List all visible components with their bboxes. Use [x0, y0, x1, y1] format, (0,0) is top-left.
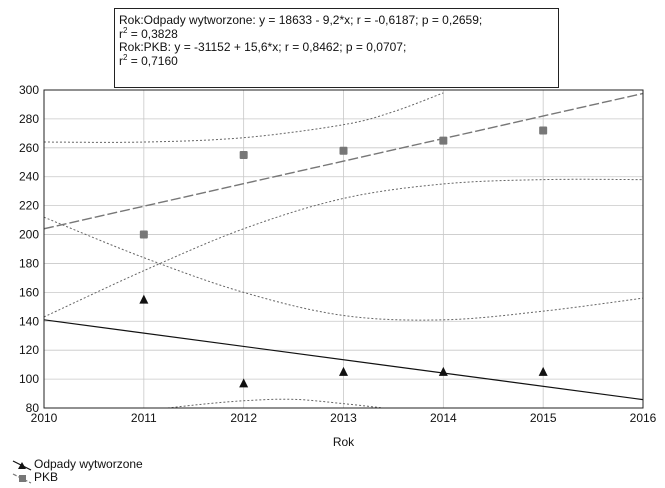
data-point-odpady: [438, 366, 448, 376]
legend-label: Odpady wytworzone: [34, 457, 143, 471]
confidence-band-upper-0: [44, 216, 643, 321]
y-tick-label: 120: [19, 343, 39, 357]
y-tick-label: 140: [19, 314, 39, 328]
x-tick-label: 2015: [530, 411, 557, 425]
data-point-pkb: [239, 151, 248, 160]
x-tick-label: 2016: [630, 411, 657, 425]
stats-r2-2: r2 = 0,7160: [119, 52, 178, 68]
stats-r2-1: r2 = 0,3828: [119, 25, 178, 41]
y-tick-label: 160: [19, 285, 39, 299]
y-tick-label: 200: [19, 228, 39, 242]
fit-line-1: [44, 92, 643, 230]
square-dashed-line-icon: [12, 472, 32, 484]
legend: Odpady wytworzone PKB: [12, 458, 143, 484]
x-tick-label: 2014: [430, 411, 457, 425]
data-point-odpady: [538, 366, 548, 376]
data-point-odpady: [239, 378, 249, 388]
confidence-bands: [44, 92, 643, 408]
x-tick-label: 2012: [230, 411, 257, 425]
legend-item-pkb: PKB: [12, 471, 143, 484]
data-point-pkb: [339, 146, 348, 155]
legend-label: PKB: [34, 470, 59, 484]
y-tick-label: 220: [19, 199, 39, 213]
data-points: [139, 126, 548, 388]
regression-stats-box: Rok:Odpady wytworzone: y = 18633 - 9,2*x…: [114, 8, 559, 88]
y-tick-label: 260: [19, 141, 39, 155]
x-tick-label: 2011: [131, 411, 157, 425]
x-tick-label: 2013: [330, 411, 357, 425]
stats-line-1: Rok:Odpady wytworzone: y = 18633 - 9,2*x…: [119, 13, 483, 27]
x-tick-label: 2010: [31, 411, 58, 425]
x-axis-label: Rok: [333, 435, 355, 449]
confidence-band-lower-0: [163, 398, 384, 408]
data-point-odpady: [339, 366, 348, 376]
confidence-band-upper-1: [44, 92, 444, 143]
y-tick-label: 180: [19, 256, 39, 270]
y-tick-label: 280: [19, 112, 39, 126]
data-point-pkb: [439, 136, 448, 145]
y-tick-label: 240: [19, 170, 39, 184]
fit-line-0: [44, 319, 643, 401]
axis-ticks: 2010 2011 2012 2013 2014 2015 2016 80 100 120 140 1…: [19, 83, 657, 425]
data-point-pkb: [539, 126, 548, 135]
y-tick-label: 80: [26, 401, 40, 415]
data-point-odpady: [139, 294, 149, 304]
confidence-band-lower-1: [44, 178, 643, 318]
legend-item-odpady: Odpady wytworzone: [12, 458, 143, 471]
fit-lines: [44, 92, 643, 401]
triangle-solid-line-icon: [12, 459, 32, 471]
plot-frame: [43, 89, 644, 409]
y-tick-label: 300: [19, 83, 39, 97]
data-point-pkb: [139, 230, 148, 239]
y-tick-label: 100: [19, 372, 39, 386]
stats-line-2: Rok:PKB: y = -31152 + 15,6*x; r = 0,8462…: [119, 40, 407, 54]
